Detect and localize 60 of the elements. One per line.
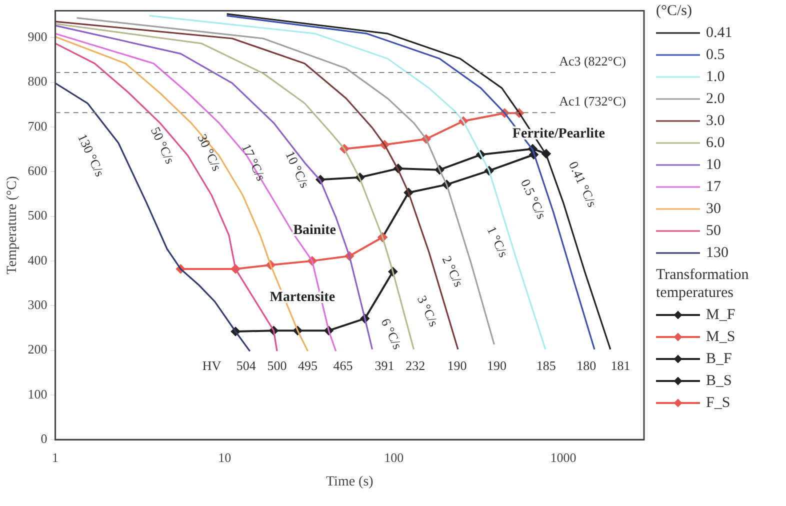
y-tick-label: 200 — [28, 342, 48, 357]
y-tick-label: 600 — [28, 163, 48, 178]
annotation: 2 °C/s — [439, 253, 466, 290]
annotation: 6 °C/s — [378, 316, 406, 352]
annotation: HV — [202, 358, 222, 373]
legend-label: 130 — [706, 244, 728, 262]
x-tick-label: 1 — [52, 450, 59, 465]
legend-label: M_S — [706, 328, 736, 346]
annotation: 232 — [406, 358, 426, 373]
text: Transformation temperatures — [656, 266, 750, 302]
x-tick-label: 1000 — [550, 450, 576, 465]
y-tick-label: 400 — [28, 252, 48, 268]
legend-label: M_F — [706, 306, 736, 324]
ref-line-label: Ac3 (822°C) — [559, 53, 626, 68]
annotation: 130 °C/s — [74, 131, 108, 179]
y-axis-title: Temperature (°C) — [5, 176, 20, 274]
annotation: 500 — [267, 358, 287, 373]
legend-label: F_S — [706, 394, 730, 412]
legend-label: 2.0 — [706, 90, 725, 108]
legend-label: B_S — [706, 372, 732, 390]
annotation: 50 °C/s — [148, 124, 178, 166]
annotation: 10 °C/s — [282, 148, 313, 190]
annotation: 17 °C/s — [238, 141, 269, 183]
legend-label: 17 — [706, 178, 721, 196]
y-tick-label: 100 — [28, 386, 48, 402]
annotation: 0.5 °C/s — [518, 176, 550, 222]
annotation: 504 — [236, 358, 256, 373]
annotation: 185 — [536, 358, 556, 373]
annotation: 1 °C/s — [484, 224, 512, 260]
legend-label: 30 — [706, 200, 721, 218]
annotation: Bainite — [293, 223, 336, 238]
annotation: 465 — [333, 358, 353, 373]
legend-label: 6.0 — [706, 134, 725, 152]
y-tick-label: 700 — [28, 118, 48, 134]
y-tick-label: 900 — [28, 29, 48, 44]
legend-label: 3.0 — [706, 112, 725, 130]
x-tick-label: 100 — [384, 450, 404, 465]
annotation: 30 °C/s — [194, 132, 225, 174]
legend-label: 0.41 — [706, 24, 732, 42]
legend-label: 0.5 — [706, 46, 725, 64]
y-tick-label: 500 — [28, 208, 48, 223]
legend-label: 10 — [706, 156, 721, 174]
annotation: 181 — [610, 358, 630, 373]
legend-title: (°C/s) — [656, 2, 693, 21]
annotation: 190 — [487, 358, 507, 373]
annotation: 0.41 °C/s — [566, 158, 600, 210]
y-tick-label: 300 — [28, 297, 48, 312]
annotation: 495 — [298, 358, 318, 373]
legend-label: 50 — [706, 222, 721, 240]
annotation: 190 — [447, 358, 467, 373]
y-tick-label: 800 — [28, 74, 48, 89]
legend-label: B_F — [706, 350, 732, 368]
annotation: 3 °C/s — [414, 293, 442, 329]
legend-label: 1.0 — [706, 68, 725, 86]
annotation: 391 — [374, 358, 394, 373]
ref-line-label: Ac1 (732°C) — [559, 94, 626, 109]
annotation: 180 — [576, 358, 596, 373]
x-axis-title: Time (s) — [326, 474, 374, 490]
x-tick-label: 10 — [218, 450, 232, 465]
y-tick-label: 0 — [40, 431, 48, 446]
